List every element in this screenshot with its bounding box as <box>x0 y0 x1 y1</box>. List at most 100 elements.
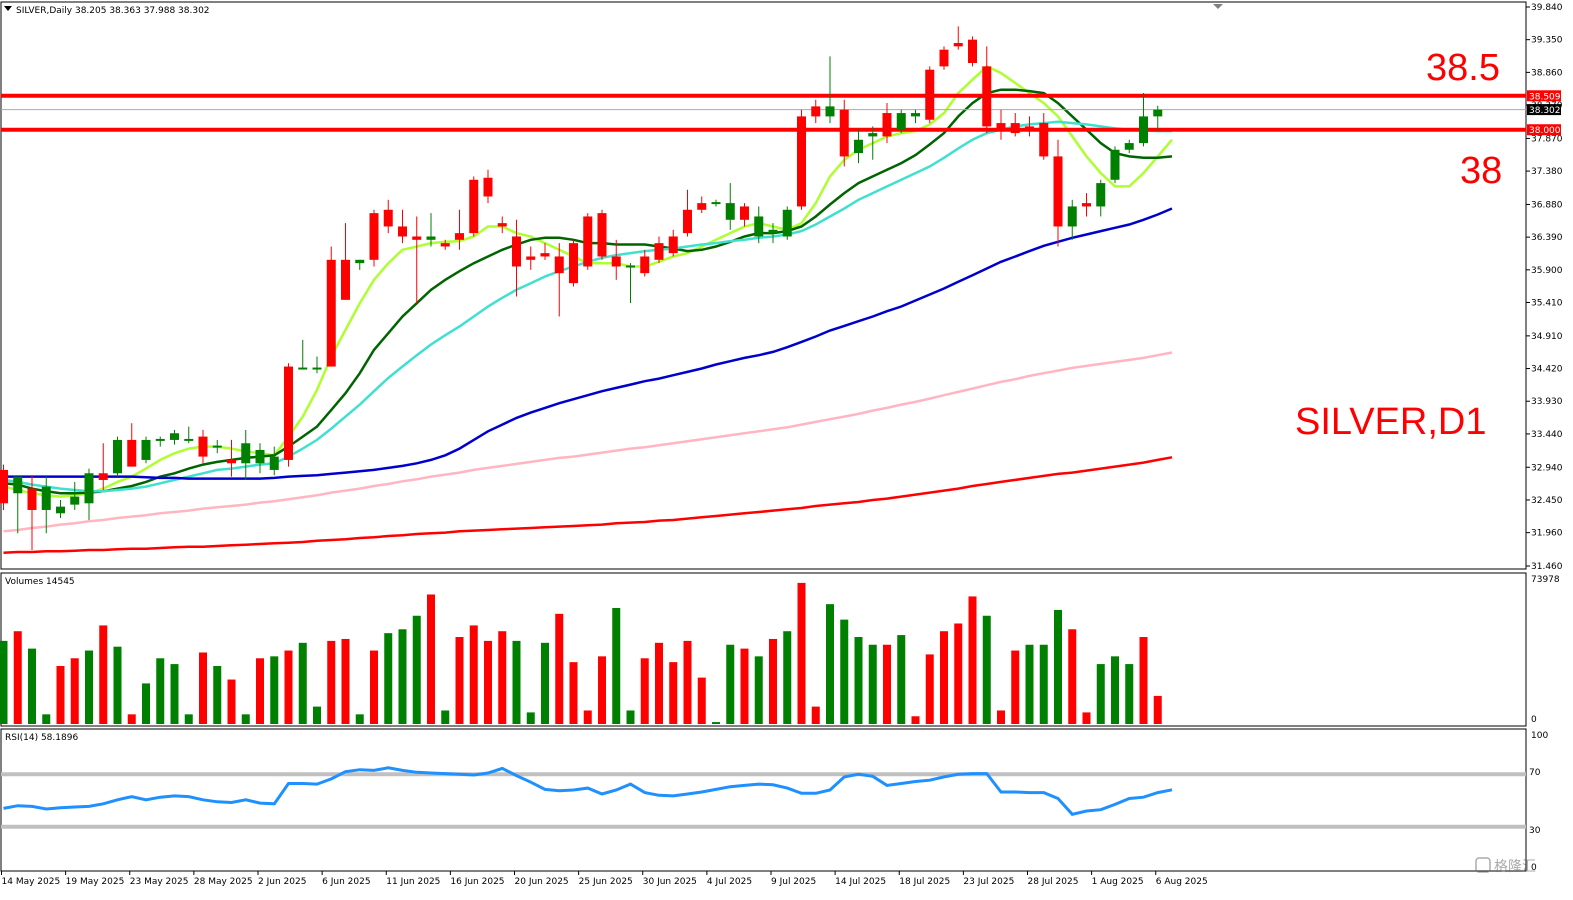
hline-high-label: 38.509 <box>1529 92 1561 102</box>
time-tick-label: 9 Jul 2025 <box>771 877 816 887</box>
candle <box>113 436 122 477</box>
price-tick-label: 31.960 <box>1531 529 1563 539</box>
candle-body-bear <box>740 206 749 220</box>
volume-bar <box>298 642 307 724</box>
volume-bar <box>954 623 963 724</box>
volume-bar <box>1054 609 1062 724</box>
watermark-logo-icon <box>1475 857 1491 873</box>
candle <box>697 196 707 214</box>
volume-axis-min: 0 <box>1531 715 1537 725</box>
volume-bar <box>0 640 8 724</box>
candle <box>341 223 350 300</box>
chart-menu-triangle-icon[interactable] <box>4 6 12 11</box>
candle <box>355 259 365 270</box>
volume-bar <box>897 635 906 724</box>
ma_50-line <box>3 207 1173 480</box>
volume-bar <box>655 642 663 724</box>
volume-bar <box>712 722 720 724</box>
candle-body-bull <box>911 113 920 117</box>
volume-bar <box>840 619 849 724</box>
candle <box>754 206 764 244</box>
candle-body-bull <box>1139 116 1148 144</box>
volume-bar <box>498 631 507 724</box>
hline-low-label-bg <box>1527 124 1561 136</box>
candle-body-bear <box>326 259 336 367</box>
moving-averages <box>3 64 1173 554</box>
time-tick-label: 19 May 2025 <box>66 877 125 887</box>
candle <box>455 209 464 250</box>
candle <box>127 423 137 467</box>
candle-body-bull <box>782 209 792 237</box>
candle <box>298 339 308 370</box>
volume-bar <box>142 683 150 724</box>
volume-bar <box>127 714 136 724</box>
price-tick-label: 34.910 <box>1531 332 1563 342</box>
volume-bar <box>883 644 891 724</box>
candle-body-bear <box>1010 123 1020 134</box>
candle <box>1025 116 1034 137</box>
volume-bar <box>70 658 79 724</box>
candle-body-bull <box>868 133 878 137</box>
volume-bar <box>1068 629 1077 724</box>
candle <box>996 109 1006 140</box>
candle-body-bull <box>854 139 863 154</box>
price-tick-label: 33.930 <box>1531 397 1563 407</box>
candle <box>212 439 222 454</box>
volume-bar <box>42 714 51 724</box>
candle-body-bear <box>597 213 607 257</box>
candle <box>1096 179 1106 217</box>
candle-body-bear <box>640 256 650 274</box>
candle <box>968 36 977 67</box>
candle <box>1067 199 1077 240</box>
candle-body-bull <box>355 259 365 264</box>
shift-marker-icon[interactable] <box>1213 4 1223 9</box>
rsi-axis-0: 0 <box>1531 863 1537 873</box>
current-price-label-bg <box>1527 104 1561 116</box>
volume-bar <box>13 631 22 724</box>
candle <box>839 99 849 167</box>
volume-bar <box>583 710 592 724</box>
candle-body-bear <box>611 256 621 267</box>
volume-bar <box>113 646 122 724</box>
horizontal-levels <box>1 93 1526 132</box>
candle <box>768 223 778 244</box>
volume-bar <box>441 710 450 724</box>
candle <box>540 243 550 260</box>
volume-bar <box>313 706 321 724</box>
candle <box>426 213 436 247</box>
volume-bar <box>797 582 806 724</box>
volume-bar <box>341 638 350 724</box>
volume-bar <box>754 656 763 724</box>
candle <box>911 109 920 124</box>
volume-bar <box>1111 656 1119 724</box>
price-tick-label: 32.450 <box>1531 496 1563 506</box>
candle-body-bear <box>383 209 393 227</box>
candle <box>626 263 635 304</box>
candle <box>1010 113 1020 137</box>
price-tick-label: 37.380 <box>1531 167 1563 177</box>
candle-body-bull <box>170 433 179 440</box>
candle-body-bear <box>1039 123 1049 157</box>
candle-body-bull <box>1096 183 1106 207</box>
candle <box>1110 146 1120 184</box>
volume-bar <box>640 658 649 724</box>
time-tick-label: 16 Jun 2025 <box>450 877 504 887</box>
volume-bar <box>370 650 378 724</box>
volume-bar <box>398 629 407 724</box>
candle-body-bull <box>241 443 251 464</box>
volume-bar <box>1011 650 1020 724</box>
candle-body-bear <box>341 259 350 300</box>
volume-bar <box>355 714 364 724</box>
candle-body-bull <box>754 216 764 237</box>
hline-high-label-bg <box>1527 90 1561 102</box>
volume-bar <box>854 637 863 724</box>
candle <box>398 209 407 244</box>
candle <box>198 429 208 464</box>
volume-bar <box>56 666 65 724</box>
candle-body-bear <box>797 116 806 207</box>
candle-body-bear <box>1082 203 1091 207</box>
candle <box>70 481 80 510</box>
volume-bar <box>284 650 293 724</box>
candle <box>953 26 963 50</box>
volume-bar <box>940 631 948 724</box>
